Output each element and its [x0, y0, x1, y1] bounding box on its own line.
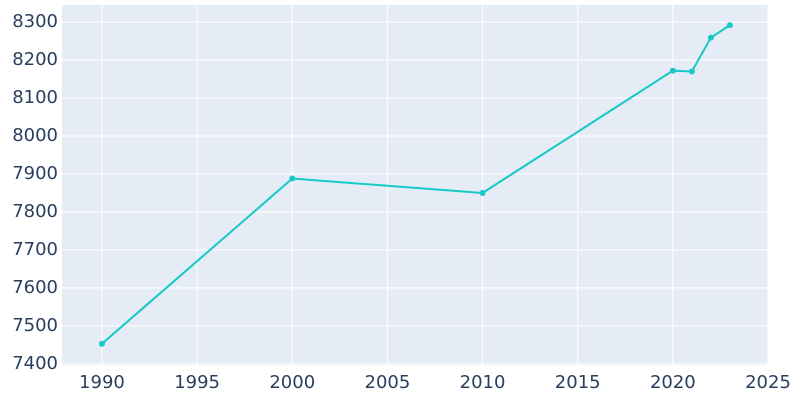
point	[726, 22, 733, 29]
x-tick-label: 1990	[79, 372, 125, 393]
y-tick-label: 7400	[12, 353, 58, 374]
y-tick-label: 7500	[12, 315, 58, 336]
y-tick-label: 8000	[12, 125, 58, 146]
y-tick-label: 8100	[12, 87, 58, 108]
y-tick-label: 8300	[12, 11, 58, 32]
point	[688, 68, 695, 75]
y-tick-label: 8200	[12, 49, 58, 70]
y-tick-label: 7600	[12, 277, 58, 298]
point	[479, 189, 486, 196]
x-tick-label: 2015	[555, 372, 601, 393]
point	[289, 175, 296, 182]
x-tick-label: 2005	[365, 372, 411, 393]
x-tick-label: 2000	[269, 372, 315, 393]
x-tick-label: 2025	[745, 372, 791, 393]
plot-area	[62, 5, 768, 365]
x-tick-label: 1995	[174, 372, 220, 393]
y-tick-label: 7800	[12, 201, 58, 222]
x-tick-label: 2010	[460, 372, 506, 393]
x-tick-label: 2020	[650, 372, 696, 393]
y-tick-label: 7900	[12, 163, 58, 184]
y-tick-label: 7700	[12, 239, 58, 260]
point	[707, 34, 714, 41]
point	[669, 67, 676, 74]
point	[98, 340, 105, 347]
